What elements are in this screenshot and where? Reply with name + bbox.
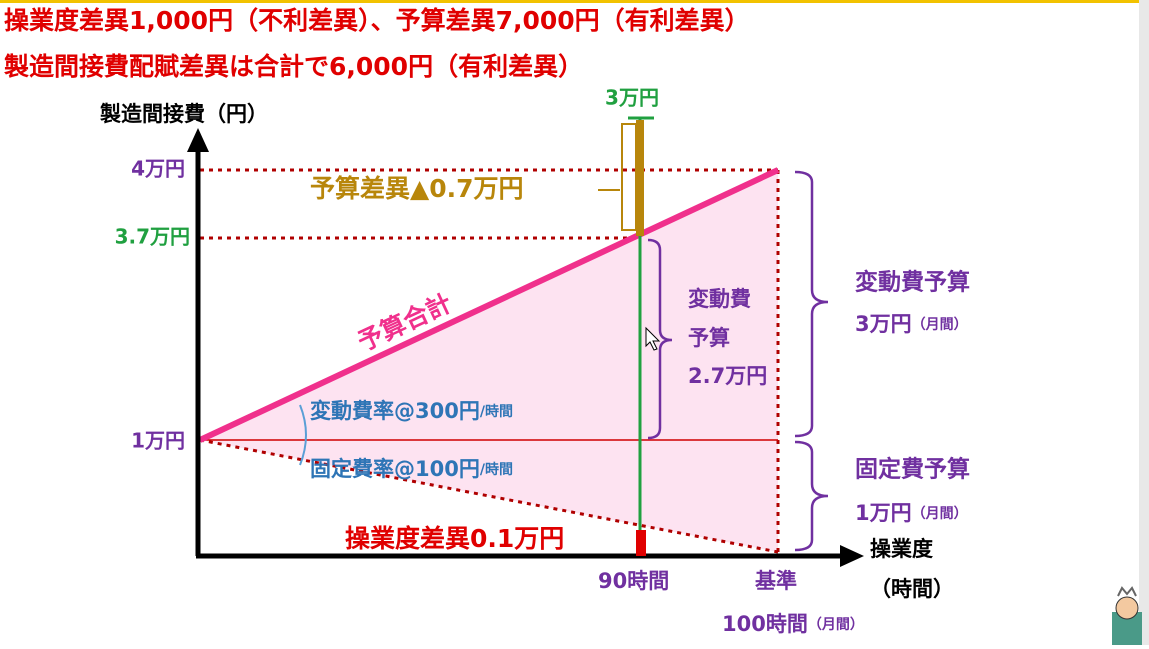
- amount: 1万円: [855, 501, 912, 525]
- variance-bracket: [621, 123, 637, 231]
- x-label: 90時間: [598, 569, 669, 593]
- x-label: 基準: [755, 569, 797, 593]
- brace: [647, 238, 673, 440]
- y-label: 1万円: [131, 429, 185, 453]
- x-arrow: [840, 545, 864, 567]
- x-label: 100時間（月間）: [722, 612, 864, 636]
- x-axis-label: 操業度: [870, 537, 933, 561]
- y-label: 4万円: [131, 157, 185, 181]
- inner-label: 予算: [688, 326, 730, 350]
- budget-variance-label: 予算差異▲0.7万円: [310, 174, 524, 203]
- budget-title: 固定費予算: [855, 456, 970, 483]
- x-label-unit: （月間）: [808, 617, 864, 633]
- inner-label: 変動費: [688, 287, 751, 311]
- x-axis-unit: （時間）: [870, 577, 954, 601]
- volume-variance-label: 操業度差異0.1万円: [345, 524, 564, 553]
- inner-label: 2.7万円: [688, 364, 767, 388]
- volume-variance-bar: [636, 530, 646, 556]
- rate-unit: /時間: [480, 403, 513, 420]
- y-label: 3.7万円: [115, 225, 190, 249]
- rate-label: 固定費率@100円/時間: [310, 457, 513, 481]
- y-axis-label: 製造間接費（円）: [99, 102, 268, 126]
- amount: 3万円: [855, 312, 912, 336]
- cursor: [645, 326, 661, 351]
- rate-label: 変動費率@300円/時間: [310, 399, 513, 423]
- rate-brace: [299, 404, 307, 466]
- side-bar: [1139, 0, 1149, 645]
- top-label: 3万円: [605, 86, 659, 110]
- rate-main: 変動費率@300円: [310, 399, 480, 423]
- header-line: 操業度差異1,000円（不利差異）、予算差異7,000円（有利差異）: [4, 6, 750, 35]
- amount-unit: （月間）: [912, 506, 968, 522]
- budget-title: 変動費予算: [855, 269, 970, 296]
- y-arrow: [187, 128, 209, 152]
- budget-area: [200, 170, 778, 552]
- budget-amount: 1万円（月間）: [855, 501, 968, 525]
- budget-total-line: [198, 167, 780, 443]
- avatar: [1112, 586, 1142, 645]
- header-line: 製造間接費配賦差異は合計で6,000円（有利差異）: [3, 52, 583, 81]
- rate-main: 固定費率@100円: [310, 457, 480, 481]
- rate-unit: /時間: [480, 461, 513, 478]
- x-label-main: 100時間: [722, 612, 808, 636]
- budget-amount: 3万円（月間）: [855, 312, 968, 336]
- top-border: [0, 0, 1149, 3]
- amount-unit: （月間）: [912, 317, 968, 333]
- brace: [794, 170, 829, 438]
- brace: [794, 440, 829, 552]
